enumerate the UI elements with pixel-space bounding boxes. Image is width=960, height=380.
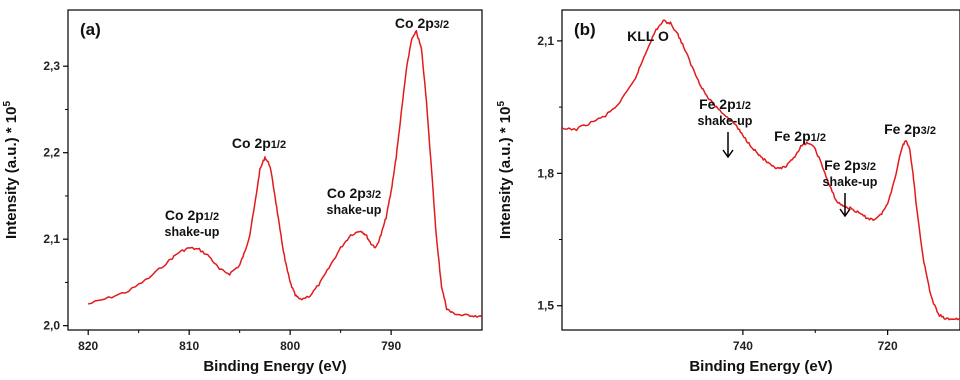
x-tick-label: 740 [733,339,753,353]
spectrum-line [88,29,482,318]
x-axis-label: Binding Energy (eV) [689,358,832,375]
peak-annotation: Co 2p1/2 [232,135,286,151]
peak-annotation-line2: shake-up [165,225,220,239]
peak-annotation: Fe 2p1/2 [699,96,751,112]
x-tick-label: 820 [78,339,98,353]
y-tick-label: 1,5 [537,299,554,313]
panel-label: (a) [80,20,101,39]
x-tick-label: 810 [179,339,199,353]
y-axis-label: Intensity (a.u.) * 105 [2,101,20,240]
x-tick-label: 800 [280,339,300,353]
peak-annotation: Fe 2p3/2 [824,157,876,173]
arrow-head-icon [722,149,734,159]
y-tick-label: 1,8 [537,166,554,180]
x-tick-label: 720 [878,339,898,353]
spectrum-line [562,19,960,321]
x-tick-label: 790 [381,339,401,353]
peak-annotation: Co 2p1/2 [165,207,219,223]
arrow-head-icon [839,208,851,218]
peak-annotation: Fe 2p1/2 [774,128,826,144]
peak-annotation-line2: shake-up [698,114,753,128]
peak-annotation: Co 2p3/2 [327,185,381,201]
peak-annotation: Co 2p3/2 [395,15,449,31]
chart-panel-a: (a) 820 810 800 790 2,0 2,1 2,2 2,3 Binding Energ… [2,9,483,375]
panel-label: (b) [574,20,596,39]
y-tick-label: 2,0 [43,319,60,333]
y-axis-label: Intensity (a.u.) * 105 [496,101,514,240]
peak-annotation-line2: shake-up [327,203,382,217]
y-tick-label: 2,1 [537,34,554,48]
x-axis-label: Binding Energy (eV) [203,358,346,375]
peak-annotation: KLL O [627,28,669,44]
chart-panel-b: (b) 740 720 1,5 1,8 2,1 Binding Energy (eV) Int… [496,9,960,375]
y-tick-label: 2,3 [43,59,60,73]
peak-annotation: Fe 2p3/2 [884,121,936,137]
plot-frame [561,9,960,331]
plot-frame [67,9,483,331]
y-tick-label: 2,2 [43,146,60,160]
peak-annotation-line2: shake-up [823,175,878,189]
y-tick-label: 2,1 [43,232,60,246]
